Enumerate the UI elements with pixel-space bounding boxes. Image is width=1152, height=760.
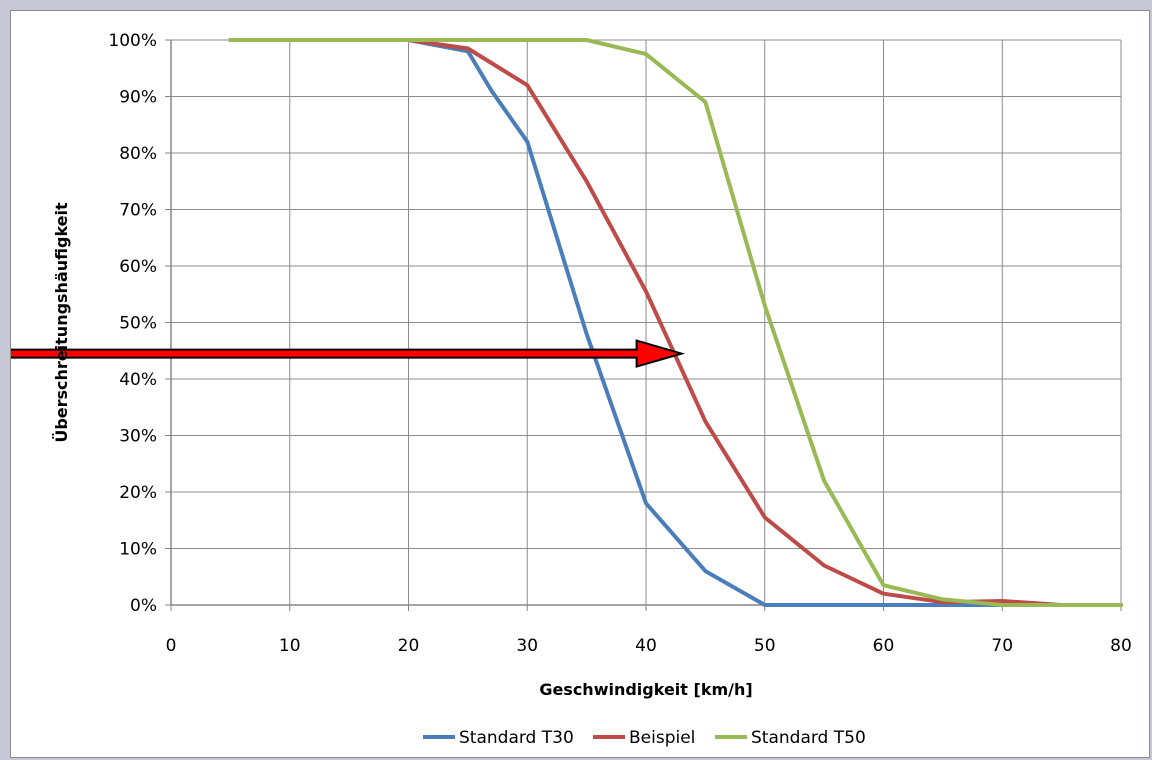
y-tick-label: 0% bbox=[130, 596, 157, 616]
y-tick-label: 50% bbox=[119, 314, 157, 334]
x-axis-title: Geschwindigkeit [km/h] bbox=[539, 680, 752, 699]
legend-item: Standard T30 bbox=[423, 728, 574, 748]
x-tick-label: 70 bbox=[991, 636, 1013, 656]
axes bbox=[165, 39, 1122, 611]
arrow-annotation bbox=[11, 339, 686, 368]
legend-label: Standard T50 bbox=[751, 728, 866, 748]
series-line-standard-t50 bbox=[228, 38, 1123, 607]
annotations bbox=[11, 339, 686, 368]
line-chart: 0% 10% 20% 30% 40% 50% 60% 70% 80% 90% 100% 0 10 20 30… bbox=[11, 31, 1132, 748]
chart-frame: 0% 10% 20% 30% 40% 50% 60% 70% 80% 90% 100% 0 10 20 30… bbox=[10, 10, 1150, 758]
legend: Standard T30 Beispiel Standard T50 bbox=[423, 728, 866, 748]
series-line-beispiel bbox=[228, 38, 1123, 607]
y-tick-label: 80% bbox=[119, 144, 157, 164]
legend-label: Beispiel bbox=[629, 728, 695, 748]
y-tick-label: 40% bbox=[119, 370, 157, 390]
y-tick-label: 70% bbox=[119, 201, 157, 221]
x-tick-label: 60 bbox=[873, 636, 895, 656]
y-tick-label: 100% bbox=[108, 31, 157, 51]
x-tick-label: 40 bbox=[635, 636, 657, 656]
y-tick-label: 60% bbox=[119, 257, 157, 277]
y-tick-label: 90% bbox=[119, 88, 157, 108]
x-tick-label: 30 bbox=[516, 636, 538, 656]
tick-labels: 0% 10% 20% 30% 40% 50% 60% 70% 80% 90% 100% 0 10 20 30… bbox=[108, 31, 1131, 656]
x-tick-label: 20 bbox=[398, 636, 420, 656]
y-tick-label: 30% bbox=[119, 427, 157, 447]
legend-label: Standard T30 bbox=[459, 728, 574, 748]
x-tick-label: 10 bbox=[279, 636, 301, 656]
y-tick-label: 10% bbox=[119, 540, 157, 560]
x-tick-label: 50 bbox=[754, 636, 776, 656]
x-tick-label: 0 bbox=[166, 636, 177, 656]
y-axis-title: Überschreitungshäufigkeit bbox=[52, 202, 71, 443]
series-lines bbox=[228, 38, 1123, 607]
y-tick-label: 20% bbox=[119, 483, 157, 503]
legend-item: Standard T50 bbox=[715, 728, 866, 748]
x-tick-label: 80 bbox=[1110, 636, 1132, 656]
legend-item: Beispiel bbox=[593, 728, 695, 748]
grid-lines bbox=[170, 39, 1122, 606]
